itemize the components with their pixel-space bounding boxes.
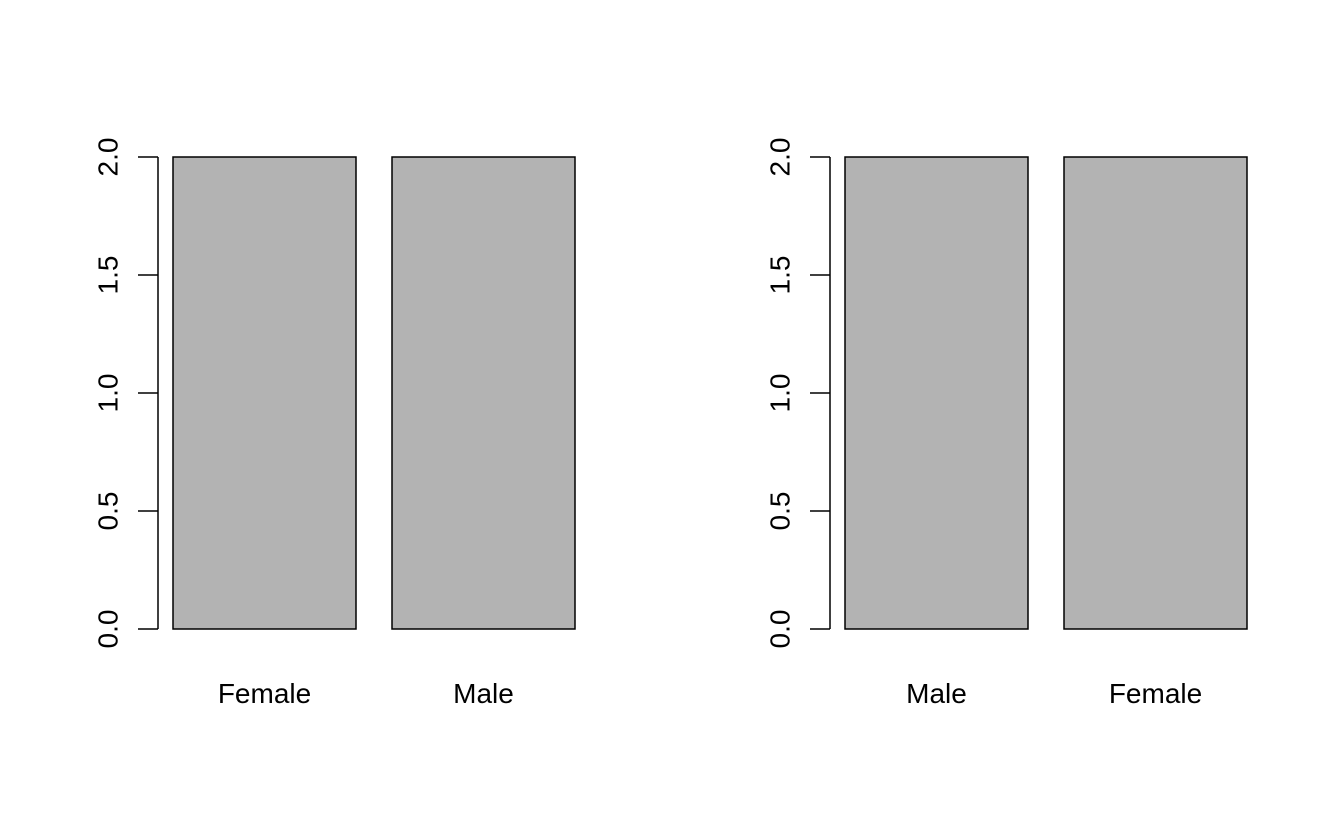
- x-tick-label-male: Male: [906, 678, 967, 709]
- y-tick-label: 0.0: [764, 610, 795, 649]
- x-tick-label-male: Male: [453, 678, 514, 709]
- y-tick-label: 0.5: [92, 492, 123, 531]
- y-tick-label: 0.5: [764, 492, 795, 531]
- y-tick-label: 0.0: [92, 610, 123, 649]
- bar-male: [844, 156, 1029, 630]
- y-tick-label: 2.0: [764, 138, 795, 177]
- bar-female: [1063, 156, 1248, 630]
- bar-male: [391, 156, 576, 630]
- y-tick-label: 1.5: [764, 256, 795, 295]
- x-tick-label-female: Female: [218, 678, 311, 709]
- bar-chart-right: Male Female 0.0 0.5 1.0 1.5 2.0: [764, 138, 1248, 709]
- bar-chart-left: Female Male 0.0 0.5 1.0 1.5 2.0: [92, 138, 576, 709]
- x-tick-label-female: Female: [1109, 678, 1202, 709]
- y-tick-label: 2.0: [92, 138, 123, 177]
- y-tick-label: 1.5: [92, 256, 123, 295]
- bar-female: [172, 156, 357, 630]
- y-tick-label: 1.0: [92, 374, 123, 413]
- y-tick-label: 1.0: [764, 374, 795, 413]
